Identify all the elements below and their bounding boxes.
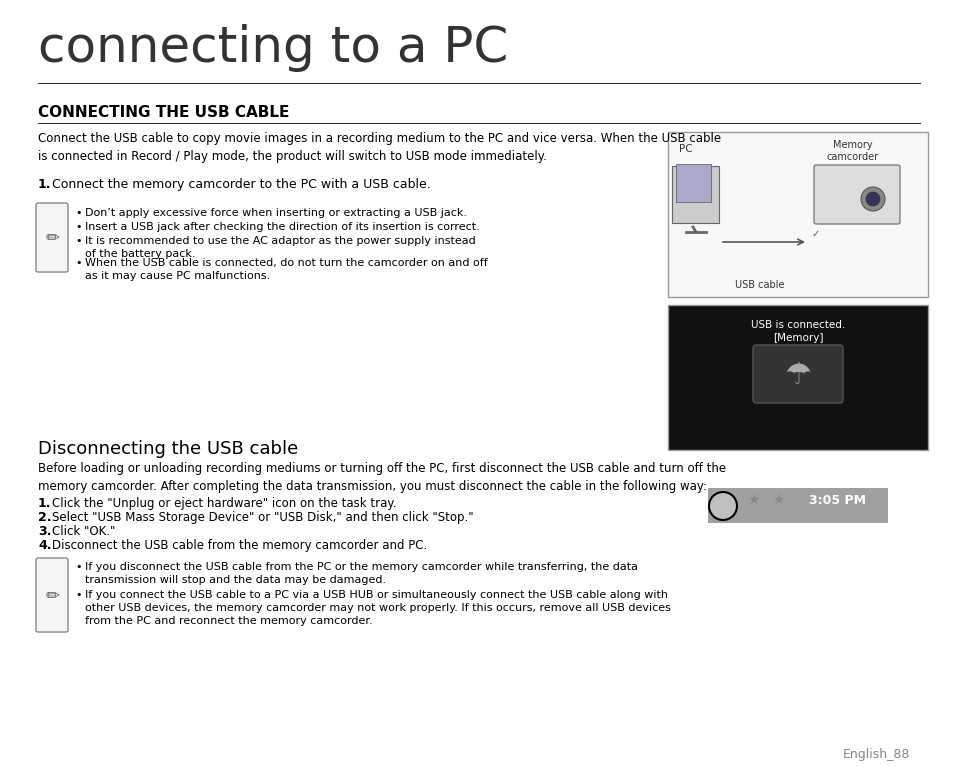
Text: If you disconnect the USB cable from the PC or the memory camcorder while transf: If you disconnect the USB cable from the…	[85, 562, 638, 585]
Text: ☂: ☂	[783, 361, 811, 389]
Circle shape	[861, 187, 884, 211]
Text: 1.: 1.	[38, 178, 51, 191]
Text: It is recommended to use the AC adaptor as the power supply instead
of the batte: It is recommended to use the AC adaptor …	[85, 236, 476, 259]
Text: 2.: 2.	[38, 511, 51, 524]
Text: USB is connected.: USB is connected.	[750, 320, 844, 330]
Text: Select "USB Mass Storage Device" or "USB Disk," and then click "Stop.": Select "USB Mass Storage Device" or "USB…	[52, 511, 473, 524]
Text: •: •	[75, 236, 81, 246]
FancyBboxPatch shape	[752, 345, 842, 403]
FancyBboxPatch shape	[36, 203, 68, 272]
Text: PC: PC	[679, 144, 692, 154]
Text: CONNECTING THE USB CABLE: CONNECTING THE USB CABLE	[38, 105, 289, 120]
Text: ✓: ✓	[811, 229, 820, 239]
Text: ✏: ✏	[45, 586, 59, 604]
Text: When the USB cable is connected, do not turn the camcorder on and off
as it may : When the USB cable is connected, do not …	[85, 258, 487, 281]
Bar	[667, 305, 927, 450]
Text: Connect the USB cable to copy movie images in a recording medium to the PC and v: Connect the USB cable to copy movie imag…	[38, 132, 720, 163]
Bar	[676, 164, 710, 202]
Text: English_88: English_88	[841, 748, 909, 761]
Text: Before loading or unloading recording mediums or turning off the PC, first disco: Before loading or unloading recording me…	[38, 462, 725, 493]
Text: 1.: 1.	[38, 497, 51, 510]
Text: Insert a USB jack after checking the direction of its insertion is correct.: Insert a USB jack after checking the dir…	[85, 222, 479, 232]
Text: 3.: 3.	[38, 525, 51, 538]
Text: connecting to a PC: connecting to a PC	[38, 24, 508, 72]
Text: •: •	[75, 222, 81, 232]
FancyBboxPatch shape	[36, 558, 68, 632]
Text: •: •	[75, 208, 81, 218]
Text: If you connect the USB cable to a PC via a USB HUB or simultaneously connect the: If you connect the USB cable to a PC via…	[85, 590, 670, 627]
Text: •: •	[75, 562, 81, 572]
Text: 3:05 PM: 3:05 PM	[809, 493, 865, 506]
Bar	[707, 488, 887, 523]
Circle shape	[708, 492, 737, 520]
Bar	[667, 132, 927, 297]
Text: Memory
camcorder: Memory camcorder	[826, 140, 878, 162]
Text: Click the "Unplug or eject hardware" icon on the task tray.: Click the "Unplug or eject hardware" ico…	[52, 497, 396, 510]
Text: [Memory]: [Memory]	[772, 333, 822, 343]
Text: ★: ★	[771, 493, 783, 507]
FancyBboxPatch shape	[671, 166, 719, 223]
Text: ★: ★	[746, 493, 759, 507]
Text: ✏: ✏	[45, 228, 59, 247]
Text: Don’t apply excessive force when inserting or extracting a USB jack.: Don’t apply excessive force when inserti…	[85, 208, 467, 218]
Text: •: •	[75, 258, 81, 268]
Text: Click "OK.": Click "OK."	[52, 525, 115, 538]
Text: Disconnecting the USB cable: Disconnecting the USB cable	[38, 440, 298, 458]
Text: 4.: 4.	[38, 539, 51, 552]
Text: Disconnect the USB cable from the memory camcorder and PC.: Disconnect the USB cable from the memory…	[52, 539, 427, 552]
Text: •: •	[75, 590, 81, 600]
Text: USB cable: USB cable	[735, 280, 784, 290]
Text: Connect the memory camcorder to the PC with a USB cable.: Connect the memory camcorder to the PC w…	[52, 178, 431, 191]
Circle shape	[865, 192, 879, 206]
FancyBboxPatch shape	[813, 165, 899, 224]
